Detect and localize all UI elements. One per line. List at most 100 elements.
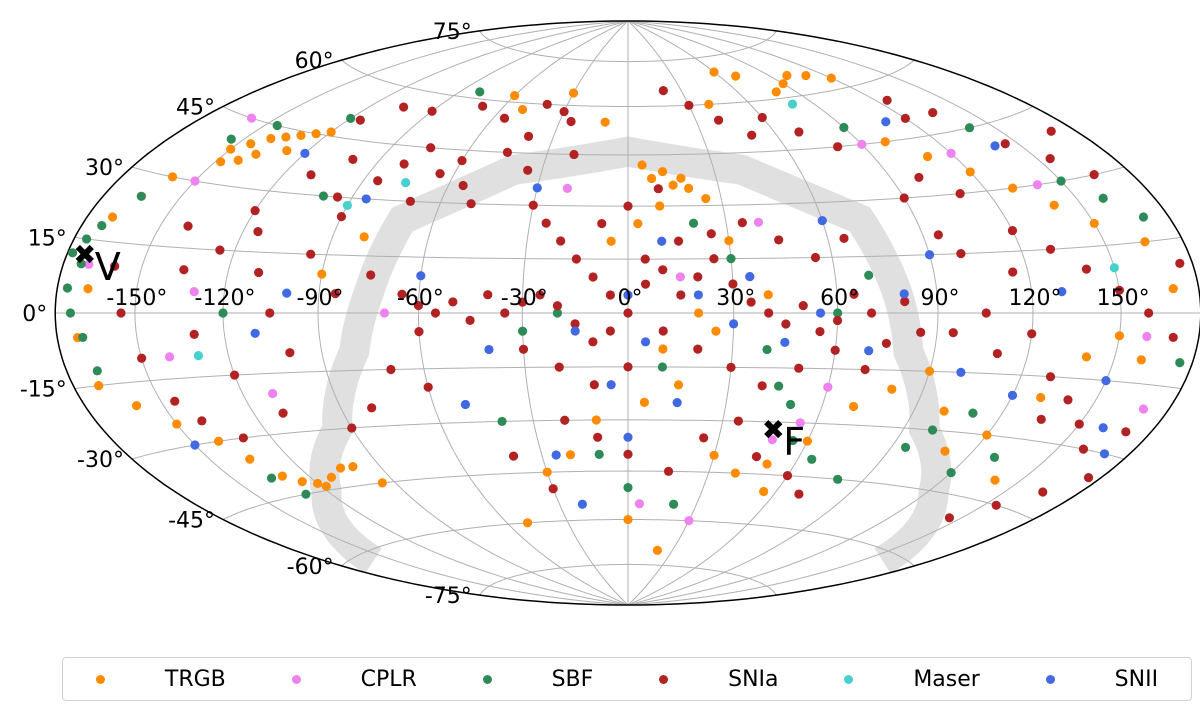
point-snia (229, 370, 240, 380)
point-snia (1008, 267, 1018, 277)
point-snia (330, 289, 340, 299)
point-snia (623, 449, 633, 459)
legend-label: TRGB (164, 666, 226, 692)
location-markers: VF (75, 244, 805, 464)
point-trgb (542, 467, 552, 477)
point-trgb (763, 290, 773, 300)
point-sbf (78, 332, 88, 343)
point-trgb (637, 160, 647, 170)
point-snii (815, 308, 826, 318)
point-trgb (848, 401, 859, 412)
point-cplr (795, 418, 805, 428)
point-trgb (709, 450, 719, 460)
point-cplr (857, 139, 867, 149)
lon-tick-label: -150° (106, 286, 167, 311)
point-trgb (296, 130, 306, 140)
legend-marker-icon (1045, 674, 1055, 684)
point-trgb (1089, 218, 1099, 229)
point-snia (658, 265, 668, 275)
point-snii (881, 117, 891, 127)
lon-tick-label: -90° (297, 286, 344, 311)
point-snii (693, 290, 703, 300)
lon-tick-label: -60° (397, 286, 444, 311)
point-snia (798, 301, 808, 311)
point-snii (460, 399, 471, 410)
point-snia (747, 130, 757, 140)
point-sbf (807, 454, 817, 464)
point-snii (551, 450, 561, 460)
point-trgb (759, 486, 769, 497)
point-trgb (731, 71, 741, 81)
point-snia (1175, 258, 1185, 268)
point-snia (348, 154, 358, 164)
point-snia (693, 344, 703, 354)
point-cplr (562, 183, 572, 193)
point-snia (782, 471, 793, 481)
point-sbf (688, 218, 699, 228)
point-snii (1101, 376, 1111, 386)
point-snia (757, 112, 767, 123)
parallel-line (341, 59, 915, 107)
point-snia (1168, 332, 1178, 343)
point-snia (673, 236, 684, 246)
point-maser (193, 351, 204, 361)
point-snii (361, 194, 371, 204)
point-cplr (1138, 404, 1149, 414)
point-cplr (1032, 180, 1043, 190)
point-snia (1045, 154, 1055, 164)
point-snia (116, 308, 126, 318)
point-sbf (788, 435, 798, 446)
point-trgb (591, 415, 601, 425)
lon-tick-label: 60° (820, 286, 859, 311)
point-snia (1089, 169, 1099, 180)
point-snia (928, 107, 938, 118)
point-snia (1000, 139, 1010, 149)
point-sbf (833, 474, 843, 484)
point-snia (881, 338, 891, 349)
legend-marker-icon (844, 674, 854, 684)
point-snia (170, 396, 180, 406)
point-snia (794, 363, 804, 373)
point-trgb (167, 172, 178, 182)
point-snia (726, 362, 736, 372)
point-trgb (982, 430, 992, 440)
point-snia (623, 308, 633, 318)
point-snii (416, 271, 426, 281)
point-snia (347, 423, 357, 433)
point-snia (386, 364, 396, 375)
point-trgb (1114, 331, 1125, 341)
point-snia (839, 233, 849, 243)
point-sbf (968, 408, 978, 418)
point-snii (300, 148, 310, 158)
point-snia (542, 99, 552, 109)
point-snia (709, 254, 719, 264)
legend-item-trgb: TRGB (95, 666, 226, 692)
point-snia (366, 270, 376, 280)
point-snii (780, 337, 790, 347)
point-snia (571, 254, 581, 264)
point-trgb (245, 454, 255, 464)
point-snia (684, 100, 694, 110)
point-snia (948, 328, 958, 338)
legend-label: CPLR (360, 666, 417, 692)
point-trgb (282, 145, 292, 156)
point-snia (552, 301, 563, 311)
point-snia (137, 353, 147, 363)
point-sbf (927, 425, 938, 435)
point-trgb (216, 157, 226, 167)
point-cplr (767, 435, 777, 445)
point-cplr (246, 113, 257, 123)
point-snii (657, 236, 667, 246)
point-trgb (226, 144, 236, 154)
point-trgb (639, 397, 650, 408)
point-sbf (833, 308, 843, 318)
point-cplr (84, 259, 94, 269)
point-trgb (321, 481, 331, 491)
point-snia (746, 297, 756, 307)
point-sbf (623, 482, 633, 493)
point-trgb (172, 419, 182, 429)
point-cplr (190, 176, 200, 186)
point-snia (794, 489, 804, 499)
point-sbf (1138, 212, 1149, 222)
point-snia (955, 189, 965, 199)
